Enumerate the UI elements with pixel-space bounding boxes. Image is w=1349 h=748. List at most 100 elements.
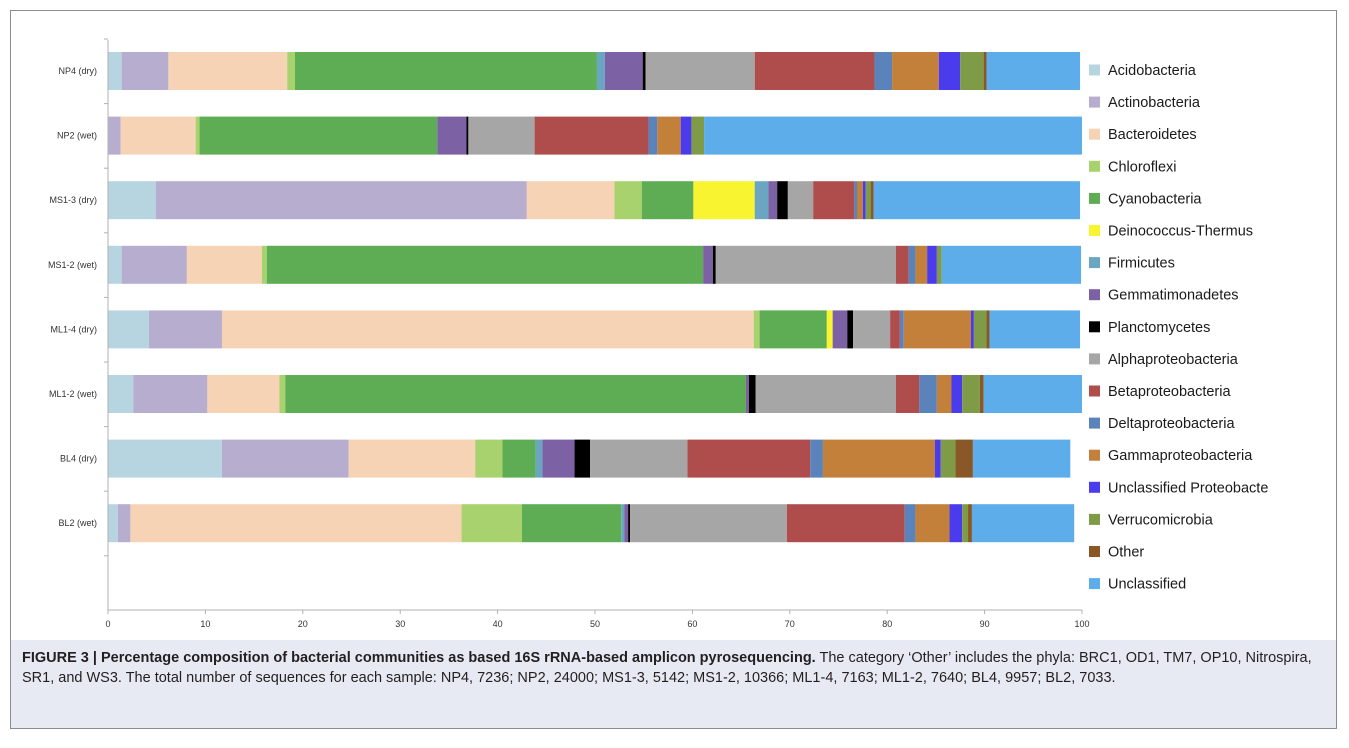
bar-segment-bl4-dry-acidobacteria xyxy=(108,439,222,478)
bar-segment-bl2-wet-betaproteobacteria xyxy=(786,504,905,543)
bar-segment-bl2-wet-deltaproteobacteria xyxy=(904,504,916,543)
legend-label: Deinococcus-Thermus xyxy=(1108,224,1253,240)
legend-swatch xyxy=(1089,513,1100,525)
plot-area xyxy=(108,52,1082,543)
bar-segment-np4-dry-unclassified-proteobacte xyxy=(938,52,961,90)
y-axis: NP4 (dry) NP2 (wet) MS1-3 (dry) MS1-2 (wet)… xyxy=(48,38,109,610)
x-tick-label: 40 xyxy=(493,619,503,629)
category-label: NP4 (dry) xyxy=(58,66,97,76)
bar-segment-np2-wet-cyanobacteria xyxy=(199,116,438,155)
bar-segment-ms1-2-wet-bacteroidetes xyxy=(186,245,262,284)
bar-segment-bl4-dry-actinobacteria xyxy=(221,439,349,478)
bar-segment-ms1-2-wet-planctomycetes xyxy=(712,245,716,284)
legend-swatch xyxy=(1089,481,1100,493)
bar-segment-ms1-3-dry-chloroflexi xyxy=(614,181,642,220)
bar-segment-bl4-dry-other xyxy=(955,439,973,478)
bar-segment-bl4-dry-cyanobacteria xyxy=(502,439,536,478)
bar-segment-ml1-2-wet-gemmatimonadetes xyxy=(745,375,749,413)
bar-segment-ms1-3-dry-verrucomicrobia xyxy=(865,181,871,220)
bar-segment-ml1-4-dry-unclassified xyxy=(989,310,1081,349)
bar-segment-np4-dry-firmicutes xyxy=(596,52,605,90)
bar-segment-np2-wet-gemmatimonadetes xyxy=(437,116,467,155)
bar-segment-ms1-3-dry-actinobacteria xyxy=(155,181,527,220)
bar-segment-ms1-2-wet-betaproteobacteria xyxy=(895,245,909,284)
x-tick-label: 90 xyxy=(980,619,990,629)
bar-segment-ml1-4-dry-planctomycetes xyxy=(847,310,854,349)
bar-segment-ml1-2-wet-cyanobacteria xyxy=(285,375,746,413)
bar-segment-ml1-2-wet-alphaproteobacteria xyxy=(755,375,896,413)
bar-segment-bl2-wet-actinobacteria xyxy=(117,504,131,543)
legend-label: Bacteroidetes xyxy=(1108,127,1197,143)
bar-segment-bl2-wet-alphaproteobacteria xyxy=(630,504,787,543)
bar-segment-ml1-4-dry-deinococcus-thermus xyxy=(826,310,833,349)
x-tick-label: 70 xyxy=(785,619,795,629)
bar-segment-ml1-2-wet-planctomycetes xyxy=(748,375,756,413)
bar-segment-ms1-2-wet-gammaproteobacteria xyxy=(915,245,928,284)
bar-segment-np2-wet-chloroflexi xyxy=(195,116,200,155)
legend-swatch xyxy=(1089,225,1100,236)
bar-segment-ms1-2-wet-unclassified-proteobacte xyxy=(927,245,937,284)
bar-segment-ms1-2-wet-actinobacteria xyxy=(121,245,187,284)
bar-segment-ms1-2-wet-unclassified xyxy=(941,245,1082,284)
bar-segment-ms1-3-dry-deltaproteobacteria xyxy=(854,181,858,220)
bar-segment-ml1-2-wet-actinobacteria xyxy=(133,375,208,413)
legend-swatch xyxy=(1089,353,1100,365)
bar-segment-ml1-2-wet-verrucomicrobia xyxy=(962,375,980,413)
x-tick-label: 10 xyxy=(200,619,210,629)
bar-segment-ms1-2-wet-verrucomicrobia xyxy=(936,245,942,284)
bar-segment-bl4-dry-gemmatimonadetes xyxy=(542,439,575,478)
category-label: BL4 (dry) xyxy=(60,454,97,464)
bar-segment-ml1-2-wet-deltaproteobacteria xyxy=(919,375,937,413)
bar-segment-np4-dry-other xyxy=(983,52,987,90)
legend-swatch xyxy=(1089,96,1100,108)
bar-segment-ml1-2-wet-bacteroidetes xyxy=(207,375,280,413)
bar-segment-ml1-4-dry-cyanobacteria xyxy=(759,310,827,349)
bar-segment-ml1-2-wet-gammaproteobacteria xyxy=(936,375,952,413)
bar-segment-bl4-dry-unclassified xyxy=(972,439,1071,478)
bar-segment-np2-wet-alphaproteobacteria xyxy=(468,116,535,155)
bar-segment-np2-wet-planctomycetes xyxy=(466,116,469,155)
bar-segment-ms1-2-wet-deltaproteobacteria xyxy=(908,245,916,284)
bar-segment-ml1-2-wet-unclassified-proteobacte xyxy=(951,375,963,413)
bar-segment-ms1-3-dry-gemmatimonadetes xyxy=(768,181,778,220)
bar-segment-np2-wet-betaproteobacteria xyxy=(534,116,649,155)
bar-segment-bl4-dry-firmicutes xyxy=(535,439,543,478)
bar-segment-np4-dry-unclassified xyxy=(986,52,1081,90)
bar-segment-np4-dry-planctomycetes xyxy=(642,52,646,90)
bar-segment-ml1-4-dry-unclassified-proteobacte xyxy=(970,310,974,349)
bar-segment-bl2-wet-unclassified-proteobacte xyxy=(949,504,963,543)
legend-label: Acidobacteria xyxy=(1108,63,1197,79)
legend-label: Gemmatimonadetes xyxy=(1108,288,1239,304)
legend-swatch xyxy=(1089,578,1100,590)
category-label: ML1-2 (wet) xyxy=(49,389,97,399)
bar-segment-ms1-2-wet-chloroflexi xyxy=(261,245,267,284)
bar-segment-np2-wet-bacteroidetes xyxy=(120,116,196,155)
bar-segment-bl2-wet-unclassified xyxy=(971,504,1075,543)
bar-segment-bl2-wet-chloroflexi xyxy=(461,504,522,543)
bar-segment-bl2-wet-verrucomicrobia xyxy=(962,504,969,543)
legend-label: Deltaproteobacteria xyxy=(1108,416,1235,432)
bar-segment-ml1-4-dry-acidobacteria xyxy=(108,310,149,349)
bar-segment-ms1-2-wet-alphaproteobacteria xyxy=(715,245,896,284)
legend-swatch xyxy=(1089,192,1100,204)
legend-label: Actinobacteria xyxy=(1108,95,1201,111)
bar-segment-bl4-dry-planctomycetes xyxy=(574,439,591,478)
bar-segment-bl4-dry-unclassified-proteobacte xyxy=(934,439,941,478)
bar-segment-np4-dry-verrucomicrobia xyxy=(960,52,984,90)
bar-segment-ml1-2-wet-other xyxy=(979,375,984,413)
bar-segment-ml1-4-dry-betaproteobacteria xyxy=(890,310,900,349)
category-label: ML1-4 (dry) xyxy=(50,324,97,334)
legend-swatch xyxy=(1089,417,1100,429)
bar-segment-ml1-4-dry-gemmatimonadetes xyxy=(832,310,848,349)
figure-caption: FIGURE 3 | Percentage composition of bac… xyxy=(22,648,1322,688)
bar-segment-np4-dry-bacteroidetes xyxy=(168,52,288,90)
bar-segment-bl4-dry-betaproteobacteria xyxy=(687,439,811,478)
category-label: MS1-2 (wet) xyxy=(48,260,97,270)
legend-swatch xyxy=(1089,321,1100,333)
bar-segment-ml1-4-dry-bacteroidetes xyxy=(221,310,754,349)
legend-swatch xyxy=(1089,64,1100,76)
bar-segment-np4-dry-deltaproteobacteria xyxy=(874,52,893,90)
legend-swatch xyxy=(1089,289,1100,301)
bar-segment-ml1-4-dry-other xyxy=(986,310,990,349)
bar-segment-ms1-2-wet-cyanobacteria xyxy=(266,245,704,284)
